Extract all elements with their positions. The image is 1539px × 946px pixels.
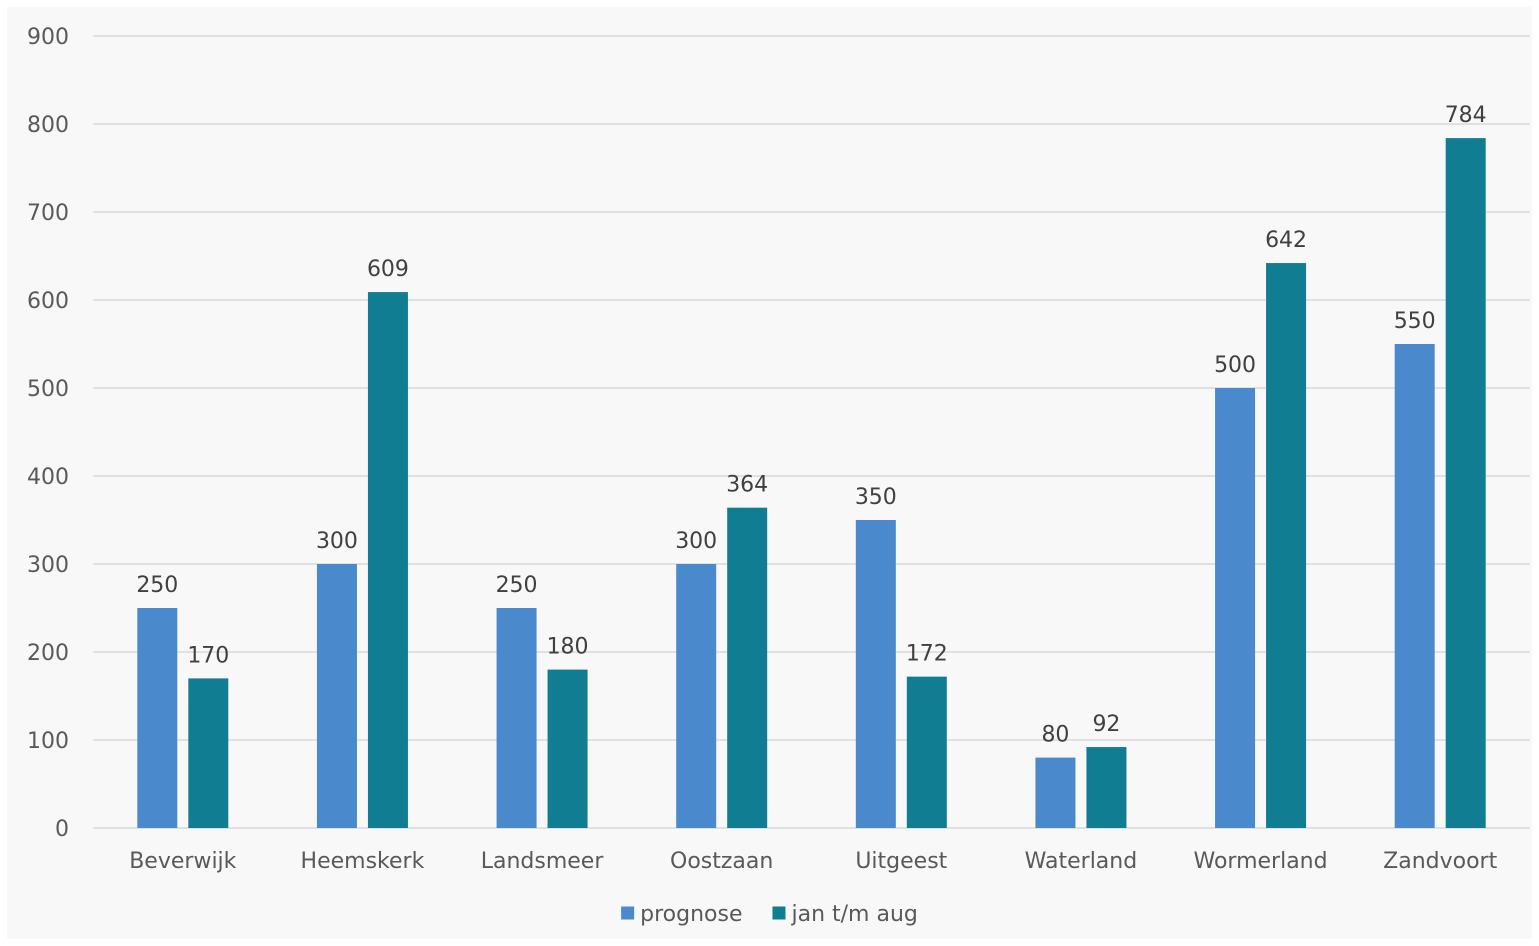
bar-prognose-wormerland: [1215, 388, 1256, 828]
bar-jan-t-m-aug-landsmeer: [547, 669, 588, 828]
data-label: 172: [906, 642, 948, 667]
data-label: 92: [1092, 712, 1120, 737]
category-label: Beverwijk: [129, 849, 236, 874]
y-tick-label: 400: [27, 465, 69, 490]
legend-swatch: [621, 906, 635, 920]
category-label: Waterland: [1025, 849, 1138, 874]
data-label: 364: [726, 473, 768, 498]
bar-prognose-landsmeer: [496, 608, 537, 828]
y-tick-label: 200: [27, 641, 69, 666]
bar-prognose-oostzaan: [676, 564, 717, 828]
data-label: 80: [1041, 723, 1069, 748]
bar-jan-t-m-aug-oostzaan: [727, 507, 768, 828]
category-label: Uitgeest: [855, 849, 947, 874]
category-label: Landsmeer: [481, 849, 605, 874]
category-label: Wormerland: [1194, 849, 1328, 874]
data-label: 500: [1214, 353, 1256, 378]
legend-label: prognose: [640, 902, 742, 927]
gridlines: [93, 35, 1530, 829]
data-label: 250: [496, 573, 538, 598]
bar-jan-t-m-aug-wormerland: [1266, 263, 1307, 828]
category-label: Zandvoort: [1383, 849, 1497, 874]
legend-swatch: [772, 906, 786, 920]
data-labels: 250 170 300 609 250 180 300 364 350 172 80 92 500 642…: [136, 103, 1486, 748]
bar-prognose-beverwijk: [137, 608, 178, 828]
category-label: Oostzaan: [670, 849, 773, 874]
bar-prognose-zandvoort: [1394, 344, 1435, 828]
data-label: 300: [316, 529, 358, 554]
bar-prognose-uitgeest: [855, 520, 896, 828]
y-axis-ticks: 0 100 200 300 400 500 600 700 800 900: [27, 25, 69, 842]
data-label: 609: [367, 257, 409, 282]
y-tick-label: 700: [27, 201, 69, 226]
data-label: 170: [187, 643, 229, 668]
y-tick-label: 600: [27, 289, 69, 314]
bar-prognose-heemskerk: [316, 564, 357, 828]
data-label: 784: [1445, 103, 1487, 128]
legend: prognose jan t/m aug: [621, 902, 918, 927]
bar-jan-t-m-aug-waterland: [1086, 747, 1127, 828]
bar-jan-t-m-aug-uitgeest: [906, 676, 947, 828]
bar-jan-t-m-aug-heemskerk: [367, 292, 408, 829]
category-label: Heemskerk: [301, 849, 425, 874]
data-label: 350: [855, 485, 897, 510]
legend-label: jan t/m aug: [790, 902, 917, 927]
y-tick-label: 0: [55, 817, 69, 842]
data-label: 300: [675, 529, 717, 554]
y-tick-label: 900: [27, 25, 69, 50]
y-tick-label: 800: [27, 113, 69, 138]
data-label: 180: [547, 635, 589, 660]
y-tick-label: 100: [27, 729, 69, 754]
x-axis-categories: Beverwijk Heemskerk Landsmeer Oostzaan Uitge…: [129, 849, 1497, 874]
data-label: 550: [1394, 309, 1436, 334]
y-tick-label: 500: [27, 377, 69, 402]
bars: [137, 138, 1486, 829]
y-tick-label: 300: [27, 553, 69, 578]
data-label: 642: [1265, 228, 1307, 253]
bar-chart: 0 100 200 300 400 500 600 700 800 900 250 170 300 60…: [27, 25, 1530, 927]
bar-jan-t-m-aug-zandvoort: [1445, 138, 1486, 828]
bar-jan-t-m-aug-beverwijk: [188, 678, 229, 828]
bar-prognose-waterland: [1035, 757, 1076, 828]
chart-area: 0 100 200 300 400 500 600 700 800 900 250 170 300 60…: [7, 7, 1532, 939]
data-label: 250: [136, 573, 178, 598]
